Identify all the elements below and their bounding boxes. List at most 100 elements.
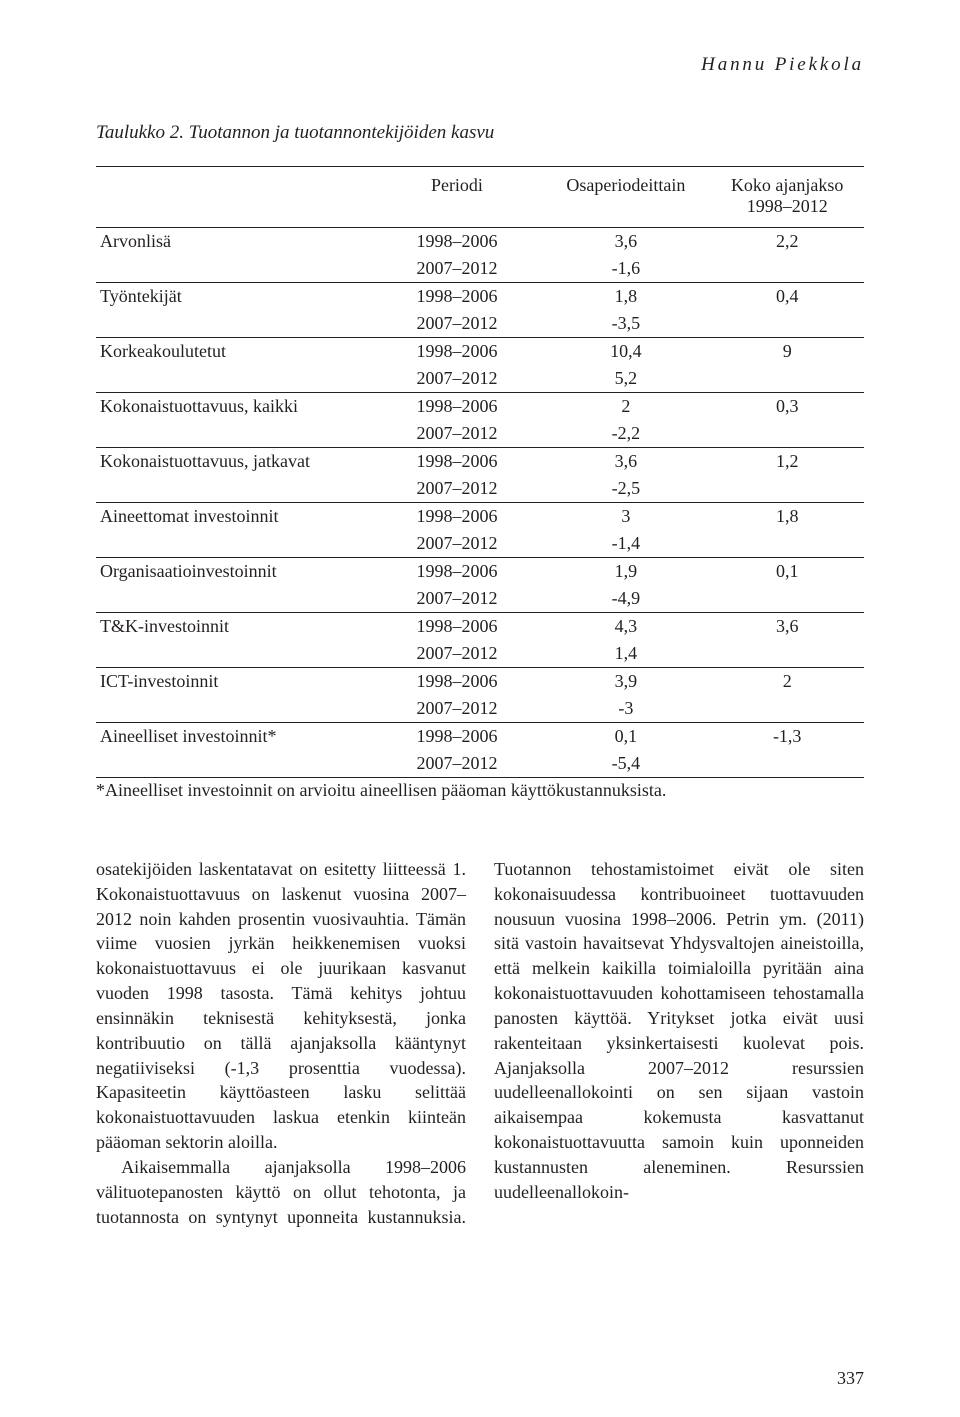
row-label-empty	[96, 255, 372, 283]
row-overall-empty	[710, 255, 864, 283]
row-value: -1,4	[541, 530, 710, 558]
row-value: 2	[541, 393, 710, 421]
row-period: 2007–2012	[372, 640, 541, 668]
row-period: 1998–2006	[372, 723, 541, 751]
row-period: 2007–2012	[372, 750, 541, 778]
table-row: Kokonaistuottavuus, jatkavat1998–20063,6…	[96, 448, 864, 476]
row-value: -2,2	[541, 420, 710, 448]
row-overall: 0,3	[710, 393, 864, 421]
table-footnote: *Aineelliset investoinnit on arvioitu ai…	[96, 780, 864, 801]
row-period: 1998–2006	[372, 283, 541, 311]
row-period: 1998–2006	[372, 503, 541, 531]
row-value: 4,3	[541, 613, 710, 641]
row-overall-empty	[710, 475, 864, 503]
row-period: 1998–2006	[372, 228, 541, 256]
row-period: 2007–2012	[372, 365, 541, 393]
row-overall-empty	[710, 585, 864, 613]
row-label-empty	[96, 420, 372, 448]
row-value: -5,4	[541, 750, 710, 778]
row-label: T&K-investoinnit	[96, 613, 372, 641]
table-row: 2007–2012-1,6	[96, 255, 864, 283]
row-overall-empty	[710, 530, 864, 558]
th-osa: Osaperiodeittain	[541, 167, 710, 228]
row-value: -3,5	[541, 310, 710, 338]
running-head: Hannu Piekkola	[96, 54, 864, 76]
table-row: 2007–2012-2,2	[96, 420, 864, 448]
table-row: Työntekijät1998–20061,80,4	[96, 283, 864, 311]
row-period: 2007–2012	[372, 255, 541, 283]
table-row: Arvonlisä1998–20063,62,2	[96, 228, 864, 256]
row-label-empty	[96, 310, 372, 338]
table-row: 2007–2012-5,4	[96, 750, 864, 778]
row-value: -3	[541, 695, 710, 723]
row-value: -4,9	[541, 585, 710, 613]
row-period: 1998–2006	[372, 668, 541, 696]
body-text: osatekijöiden laskentatavat on esitetty …	[96, 857, 864, 1229]
row-overall: 1,2	[710, 448, 864, 476]
table-row: 2007–2012-4,9	[96, 585, 864, 613]
row-overall-empty	[710, 640, 864, 668]
row-period: 1998–2006	[372, 338, 541, 366]
row-period: 2007–2012	[372, 695, 541, 723]
row-value: 1,8	[541, 283, 710, 311]
body-paragraph-1: osatekijöiden laskentatavat on esitetty …	[96, 857, 466, 1155]
row-label-empty	[96, 365, 372, 393]
row-label-empty	[96, 640, 372, 668]
row-value: 0,1	[541, 723, 710, 751]
th-empty	[96, 167, 372, 228]
row-label: Työntekijät	[96, 283, 372, 311]
row-period: 1998–2006	[372, 448, 541, 476]
row-value: -1,6	[541, 255, 710, 283]
row-label: Kokonaistuottavuus, jatkavat	[96, 448, 372, 476]
row-overall: 0,4	[710, 283, 864, 311]
row-label-empty	[96, 475, 372, 503]
row-value: 1,9	[541, 558, 710, 586]
row-label: Kokonaistuottavuus, kaikki	[96, 393, 372, 421]
row-overall-empty	[710, 310, 864, 338]
table-row: Organisaatioinvestoinnit1998–20061,90,1	[96, 558, 864, 586]
table-row: Kokonaistuottavuus, kaikki1998–200620,3	[96, 393, 864, 421]
table-caption: Taulukko 2. Tuotannon ja tuotannontekijö…	[96, 122, 864, 144]
row-label: Aineettomat investoinnit	[96, 503, 372, 531]
row-overall: 3,6	[710, 613, 864, 641]
row-overall-empty	[710, 420, 864, 448]
row-label: Arvonlisä	[96, 228, 372, 256]
table-row: 2007–20121,4	[96, 640, 864, 668]
row-overall: 0,1	[710, 558, 864, 586]
page-number: 337	[837, 1368, 864, 1389]
th-period: Periodi	[372, 167, 541, 228]
row-value: -2,5	[541, 475, 710, 503]
row-period: 1998–2006	[372, 393, 541, 421]
th-koko: Koko ajanjakso 1998–2012	[710, 167, 864, 228]
row-overall: 9	[710, 338, 864, 366]
row-label-empty	[96, 750, 372, 778]
table-row: 2007–2012-1,4	[96, 530, 864, 558]
row-label: Aineelliset investoinnit*	[96, 723, 372, 751]
row-value: 3	[541, 503, 710, 531]
row-overall: 2	[710, 668, 864, 696]
row-value: 5,2	[541, 365, 710, 393]
row-period: 2007–2012	[372, 475, 541, 503]
row-overall-empty	[710, 365, 864, 393]
row-label-empty	[96, 585, 372, 613]
table-row: Aineettomat investoinnit1998–200631,8	[96, 503, 864, 531]
table-row: Aineelliset investoinnit*1998–20060,1-1,…	[96, 723, 864, 751]
row-value: 10,4	[541, 338, 710, 366]
table-row: Korkeakoulutetut1998–200610,49	[96, 338, 864, 366]
th-koko-line2: 1998–2012	[747, 196, 828, 216]
table-row: 2007–20125,2	[96, 365, 864, 393]
row-period: 2007–2012	[372, 585, 541, 613]
row-overall: -1,3	[710, 723, 864, 751]
row-label: ICT-investoinnit	[96, 668, 372, 696]
row-value: 1,4	[541, 640, 710, 668]
row-overall-empty	[710, 750, 864, 778]
row-label: Organisaatioinvestoinnit	[96, 558, 372, 586]
row-period: 2007–2012	[372, 530, 541, 558]
row-overall: 1,8	[710, 503, 864, 531]
row-label-empty	[96, 695, 372, 723]
row-period: 1998–2006	[372, 558, 541, 586]
row-period: 1998–2006	[372, 613, 541, 641]
table-row: 2007–2012-3	[96, 695, 864, 723]
row-value: 3,6	[541, 228, 710, 256]
th-koko-line1: Koko ajanjakso	[731, 175, 843, 195]
